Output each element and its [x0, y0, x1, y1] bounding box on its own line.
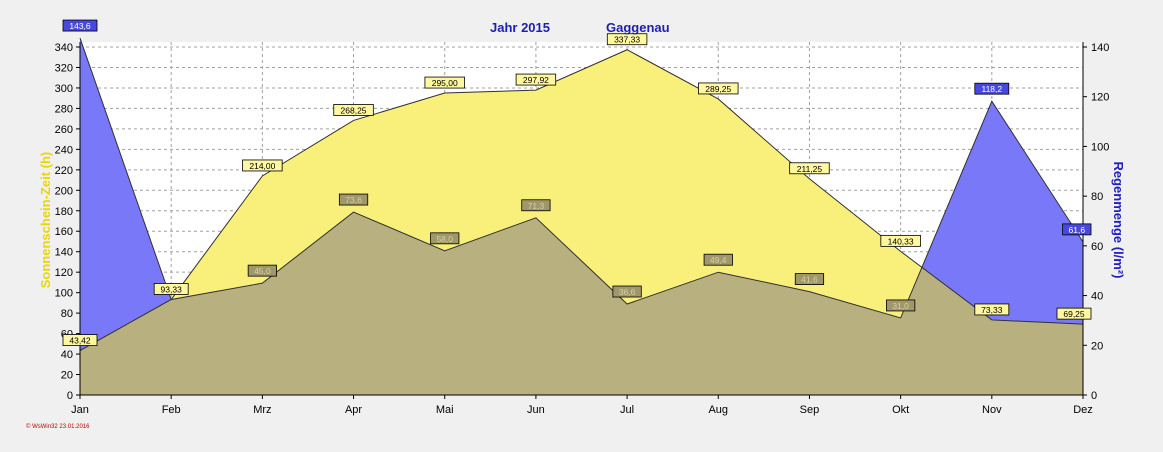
x-tick-label: Jul	[620, 404, 634, 416]
sunshine-data-label-box	[62, 334, 98, 346]
sunshine-data-label-box	[606, 33, 648, 46]
left-tick-label: 280	[55, 103, 73, 115]
x-tick-label: Feb	[162, 404, 181, 416]
rain-data-label-box	[1062, 223, 1092, 236]
x-tick-label: Okt	[892, 404, 909, 416]
left-tick-label: 220	[55, 165, 73, 177]
rain-data-label: 31,0	[892, 301, 909, 311]
x-tick-label: Jan	[71, 404, 89, 416]
sunshine-data-label: 297,92	[523, 75, 549, 85]
rain-data-label-box	[886, 299, 916, 312]
right-tick-label: 120	[1091, 92, 1109, 104]
rain-data-label: 118,2	[981, 84, 1002, 94]
areas	[79, 37, 1084, 396]
left-tick-label: 160	[55, 226, 73, 238]
right-tick-label: 0	[1091, 390, 1097, 402]
left-tick-label: 180	[55, 206, 73, 218]
left-axis-label: Sonnenschein-Zeit (h)	[38, 152, 53, 289]
right-tick-label: 60	[1091, 241, 1103, 253]
rain-data-label: 45,0	[254, 266, 271, 276]
sunshine-data-label: 337,33	[614, 35, 640, 45]
rain-data-label-box	[703, 253, 733, 266]
chart-title-location: Gaggenau	[606, 20, 670, 35]
rain-data-label: 73,6	[345, 195, 362, 205]
sunshine-data-label-box	[333, 104, 374, 116]
x-tick-label: Sep	[800, 404, 820, 416]
left-tick-label: 140	[55, 247, 73, 259]
right-tick-label: 20	[1091, 340, 1103, 352]
sunshine-data-label-box	[880, 234, 921, 247]
x-tick-label: Aug	[708, 404, 728, 416]
left-tick-label: 200	[55, 185, 73, 197]
x-tick-label: Apr	[345, 404, 362, 416]
right-tick-label: 100	[1091, 141, 1109, 153]
rain-data-label: 143,6	[69, 21, 91, 31]
sunshine-data-label-box	[153, 283, 189, 295]
x-tick-label: Mai	[436, 404, 454, 416]
rain-data-label: 49,4	[710, 255, 727, 265]
rain-data-label-box	[247, 264, 277, 277]
rain-data-label-box	[612, 285, 642, 298]
sunshine-data-label: 140,33	[888, 236, 914, 246]
rain-data-label: 41,6	[801, 275, 818, 285]
rain-data-label-box	[62, 19, 98, 32]
right-axis-label: Regenmenge (l/m²)	[1111, 161, 1126, 278]
x-tick-label: Dez	[1073, 404, 1093, 416]
rain-data-label: 36,6	[619, 287, 636, 297]
sunshine-data-label: 73,33	[981, 305, 1003, 315]
rain-data-label: 61,6	[1069, 225, 1086, 235]
sunshine-data-label: 289,25	[705, 84, 731, 94]
sunshine-data-label-box	[974, 303, 1010, 316]
left-tick-label: 340	[55, 42, 73, 54]
left-tick-label: 80	[61, 308, 73, 320]
sunshine-data-label-box	[1056, 307, 1092, 320]
data-labels: 43,42 93,33 214,00 268,25 295,00 297,92 337,33…	[62, 19, 1092, 346]
sunshine-data-label: 268,25	[341, 105, 367, 115]
sunshine-line	[79, 49, 1084, 351]
chart-title-year: Jahr 2015	[490, 20, 550, 35]
left-tick-label: 260	[55, 124, 73, 136]
sunshine-data-label-box	[424, 76, 465, 89]
left-tick-label: 0	[67, 390, 73, 402]
footer-credit: © WsWin32 23.01.2016	[26, 423, 90, 430]
rain-line	[79, 37, 1084, 319]
rain-data-label-box	[794, 273, 825, 285]
rain-data-label-box	[338, 193, 369, 206]
x-tick-label: Jun	[527, 404, 545, 416]
sunshine-data-label: 214,00	[249, 161, 275, 171]
x-tick-label: Mrz	[253, 404, 271, 416]
x-tick-label: Nov	[982, 404, 1002, 416]
left-tick-label: 40	[61, 349, 73, 361]
rain-data-label: 58,0	[436, 234, 453, 244]
right-tick-label: 80	[1091, 191, 1103, 203]
rain-data-label: 71,3	[528, 201, 545, 211]
left-tick-label: 120	[55, 267, 73, 279]
left-tick-label: 100	[55, 288, 73, 300]
sunshine-data-label: 43,42	[69, 336, 91, 346]
sunshine-data-label: 69,25	[1063, 309, 1085, 319]
sunshine-data-label-box	[242, 159, 283, 172]
right-tick-label: 40	[1091, 291, 1103, 303]
right-tick-label: 140	[1091, 42, 1109, 54]
sunshine-data-label: 211,25	[797, 164, 823, 174]
sunshine-data-label-box	[789, 162, 830, 175]
sunshine-data-label: 295,00	[432, 78, 458, 88]
left-tick-label: 240	[55, 144, 73, 156]
left-tick-label: 320	[55, 62, 73, 74]
rain-data-label-box	[430, 232, 460, 245]
sunshine-data-label-box	[515, 73, 557, 86]
left-tick-label: 300	[55, 83, 73, 95]
sunshine-data-label-box	[698, 82, 739, 95]
rain-data-label-box	[974, 82, 1010, 95]
sunshine-data-label: 93,33	[161, 284, 183, 294]
rain-data-label-box	[521, 199, 551, 212]
left-tick-label: 20	[61, 370, 73, 382]
